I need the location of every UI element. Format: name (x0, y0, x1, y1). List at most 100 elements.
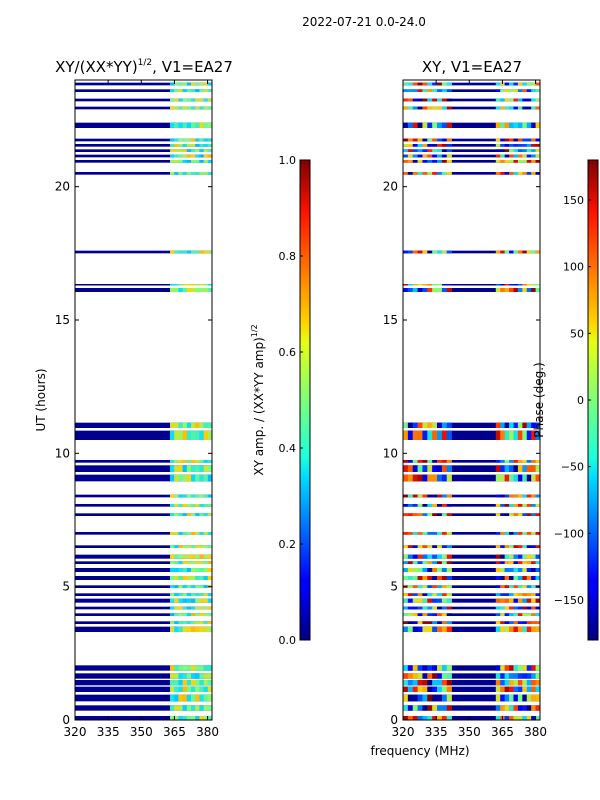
signal-cell (509, 613, 514, 616)
signal-cell (186, 250, 192, 254)
signal-cell (207, 284, 213, 286)
signal-cell (504, 288, 510, 292)
x-tick-label: 335 (425, 725, 448, 739)
data-row-band (75, 705, 212, 711)
signal-cell (412, 694, 418, 702)
signal-cell (441, 705, 448, 711)
signal-cell (403, 430, 409, 440)
signal-cell (178, 598, 183, 603)
signal-cell (504, 465, 510, 472)
signal-cell (174, 716, 179, 720)
signal-cell (446, 576, 452, 580)
signal-cell (403, 504, 409, 507)
signal-cell (500, 576, 505, 580)
signal-cell (412, 149, 418, 152)
signal-cell (437, 82, 443, 86)
signal-cell (531, 545, 536, 548)
signal-cell (186, 82, 192, 86)
signal-cell (422, 106, 428, 110)
signal-cell (199, 585, 204, 588)
signal-cell (526, 106, 532, 110)
signal-cell (422, 513, 428, 516)
signal-cell (182, 598, 188, 603)
signal-cell (191, 621, 196, 624)
data-row-band (403, 554, 540, 559)
signal-cell (441, 154, 448, 158)
signal-cell (441, 585, 448, 588)
signal-cell (170, 82, 175, 86)
signal-cell (195, 149, 200, 152)
signal-cell (174, 686, 179, 692)
signal-cell (170, 98, 175, 102)
signal-cell (535, 122, 541, 128)
signal-cell (412, 250, 418, 254)
signal-cell (495, 621, 501, 624)
signal-cell (195, 705, 200, 711)
signal-cell (403, 598, 409, 603)
signal-cell (207, 694, 213, 702)
signal-cell (446, 532, 452, 535)
signal-cell (403, 288, 409, 292)
signal-cell (407, 606, 414, 610)
signal-cell (191, 460, 196, 463)
signal-cell (170, 686, 175, 692)
signal-cell (531, 626, 536, 632)
signal-cell (195, 160, 200, 163)
signal-cell (403, 138, 409, 142)
signal-cell (403, 716, 409, 720)
signal-cell (509, 532, 514, 535)
signal-cell (500, 474, 505, 482)
signal-cell (432, 106, 438, 110)
signal-cell (191, 149, 196, 152)
signal-cell (191, 513, 196, 516)
signal-cell (182, 694, 188, 702)
signal-cell (422, 613, 428, 616)
signal-cell (526, 694, 532, 702)
signal-cell (526, 686, 532, 692)
signal-cell (174, 288, 179, 292)
signal-cell (170, 460, 175, 463)
signal-cell (432, 545, 438, 548)
signal-cell (432, 460, 438, 463)
signal-cell (495, 568, 501, 572)
signal-cell (526, 144, 532, 147)
signal-cell (526, 494, 532, 498)
signal-cell (203, 561, 209, 564)
signal-cell (191, 585, 196, 588)
signal-cell (526, 665, 532, 671)
signal-cell (203, 89, 209, 92)
signal-cell (531, 593, 536, 596)
data-row-band (403, 144, 540, 147)
signal-cell (427, 665, 433, 671)
signal-cell (509, 250, 514, 254)
signal-cell (191, 694, 196, 702)
signal-cell (207, 89, 213, 92)
signal-cell (203, 106, 209, 110)
colorbar-tick-label: −100 (554, 527, 584, 540)
signal-cell (186, 460, 192, 463)
signal-cell (199, 716, 204, 720)
signal-cell (531, 288, 536, 292)
signal-cell (170, 149, 175, 152)
signal-cell (407, 593, 414, 596)
signal-cell (186, 561, 192, 564)
signal-cell (191, 576, 196, 580)
signal-cell (191, 138, 196, 142)
signal-cell (170, 613, 175, 616)
signal-cell (517, 144, 523, 147)
signal-cell (504, 106, 510, 110)
signal-cell (191, 144, 196, 147)
signal-cell (522, 106, 528, 110)
signal-cell (495, 474, 501, 482)
signal-cell (417, 422, 423, 428)
signal-cell (199, 284, 204, 286)
signal-cell (526, 621, 532, 624)
signal-cell (427, 585, 433, 588)
signal-cell (513, 613, 519, 616)
signal-cell (191, 89, 196, 92)
signal-cell (526, 593, 532, 596)
signal-cell (195, 554, 200, 559)
signal-cell (182, 673, 188, 679)
signal-cell (526, 705, 532, 711)
signal-cell (195, 545, 200, 548)
